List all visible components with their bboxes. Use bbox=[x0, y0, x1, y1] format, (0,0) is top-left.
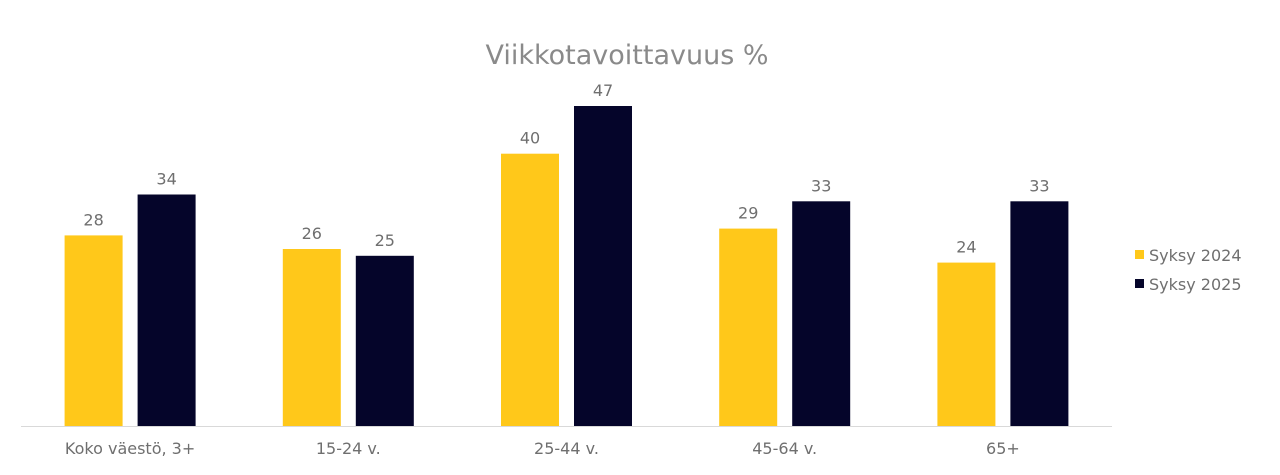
bar-15-24-v-syksy-2025 bbox=[355, 255, 414, 426]
x-tick-label-65: 65+ bbox=[986, 439, 1020, 458]
x-tick-label-koko-vaesto-3: Koko väestö, 3+ bbox=[65, 439, 195, 458]
legend: Syksy 2024 Syksy 2025 bbox=[1135, 246, 1242, 294]
data-label-45-64-v-syksy-2024: 29 bbox=[738, 204, 758, 223]
data-label-65-syksy-2025: 33 bbox=[1029, 176, 1049, 195]
chart-title: Viikkotavoittavuus % bbox=[485, 40, 768, 71]
data-label-45-64-v-syksy-2025: 33 bbox=[811, 176, 831, 195]
bar-koko-vaesto-3-syksy-2025 bbox=[137, 194, 196, 426]
data-label-koko-vaesto-3-syksy-2024: 28 bbox=[83, 210, 103, 229]
bars-layer bbox=[64, 106, 1069, 426]
legend-label-syksy-2024: Syksy 2024 bbox=[1149, 246, 1242, 265]
bar-45-64-v-syksy-2025 bbox=[792, 201, 851, 426]
bar-koko-vaesto-3-syksy-2024 bbox=[64, 235, 123, 426]
x-tick-labels: Koko väestö, 3+ 15-24 v. 25-44 v. 45-64 v. 6… bbox=[65, 439, 1020, 458]
data-labels-layer: 28 34 26 25 40 47 29 33 24 33 bbox=[83, 81, 1049, 257]
bar-25-44-v-syksy-2025 bbox=[574, 106, 632, 426]
data-label-koko-vaesto-3-syksy-2025: 34 bbox=[156, 170, 176, 189]
legend-swatch-syksy-2025 bbox=[1135, 279, 1144, 288]
x-tick-label-45-64-v: 45-64 v. bbox=[752, 439, 817, 458]
bar-15-24-v-syksy-2024 bbox=[282, 249, 341, 426]
bar-65-syksy-2024 bbox=[937, 262, 996, 426]
data-label-25-44-v-syksy-2025: 47 bbox=[593, 81, 613, 100]
data-label-65-syksy-2024: 24 bbox=[956, 238, 976, 257]
bar-65-syksy-2025 bbox=[1010, 201, 1069, 426]
data-label-15-24-v-syksy-2024: 26 bbox=[302, 224, 322, 243]
data-label-15-24-v-syksy-2025: 25 bbox=[375, 231, 395, 250]
legend-swatch-syksy-2024 bbox=[1135, 250, 1144, 259]
bar-45-64-v-syksy-2024 bbox=[719, 228, 778, 426]
x-tick-label-25-44-v: 25-44 v. bbox=[534, 439, 599, 458]
legend-label-syksy-2025: Syksy 2025 bbox=[1149, 275, 1242, 294]
bar-25-44-v-syksy-2024 bbox=[501, 153, 559, 426]
data-label-25-44-v-syksy-2024: 40 bbox=[520, 129, 540, 148]
x-tick-label-15-24-v: 15-24 v. bbox=[316, 439, 381, 458]
